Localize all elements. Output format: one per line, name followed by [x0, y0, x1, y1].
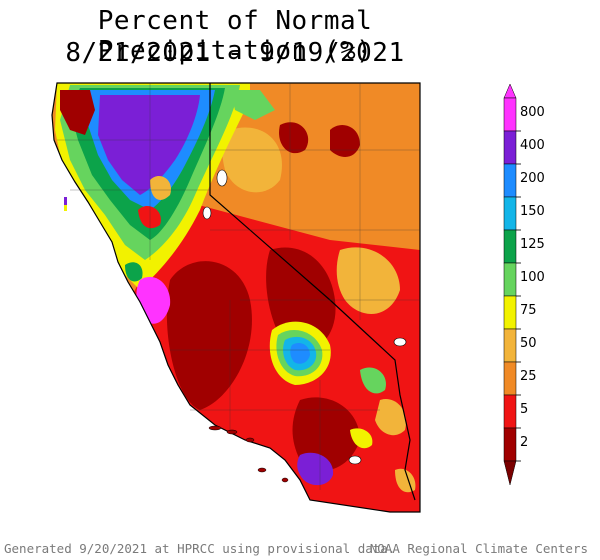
legend-swatch	[503, 295, 517, 330]
lake	[202, 206, 212, 220]
date-range: 8/21/2021 - 9/19/2021	[65, 38, 405, 68]
legend-swatch	[503, 130, 517, 165]
county-lines	[57, 83, 420, 490]
state-border	[209, 83, 416, 501]
legend-colorbar	[503, 83, 521, 486]
legend-bottom-arrow	[503, 460, 517, 486]
legend-swatch	[503, 328, 517, 363]
legend-swatch	[503, 427, 517, 462]
legend-swatch	[503, 394, 517, 429]
footer-generated-note: Generated 9/20/2021 at HPRCC using provi…	[4, 541, 396, 556]
channel-islands	[208, 425, 289, 483]
salton-sea	[348, 455, 362, 465]
legend-label: 200	[520, 171, 545, 186]
legend-label: 400	[520, 138, 545, 153]
coastal-marker	[64, 197, 67, 205]
legend-top-arrow	[503, 83, 517, 99]
legend-swatch	[503, 262, 517, 297]
legend-label: 100	[520, 270, 545, 285]
footer-credit: NOAA Regional Climate Centers	[369, 541, 588, 556]
lake-tahoe	[216, 169, 228, 187]
legend-label: 75	[520, 303, 537, 318]
map-title: Percent of Normal Precipitation (%)	[97, 6, 373, 66]
legend-label: 125	[520, 237, 545, 252]
legend-label: 150	[520, 204, 545, 219]
legend-swatch	[503, 163, 517, 198]
legend-swatch	[503, 229, 517, 264]
legend-swatch	[503, 196, 517, 231]
legend-swatch	[503, 97, 517, 132]
legend-label: 800	[520, 105, 545, 120]
legend-label: 2	[520, 435, 529, 450]
legend-swatch	[503, 361, 517, 396]
legend-label: 5	[520, 402, 529, 417]
lake-mead	[393, 337, 407, 347]
state-outline	[51, 82, 421, 513]
coastal-marker	[64, 205, 67, 211]
legend-label: 25	[520, 369, 537, 384]
legend-label: 50	[520, 336, 537, 351]
